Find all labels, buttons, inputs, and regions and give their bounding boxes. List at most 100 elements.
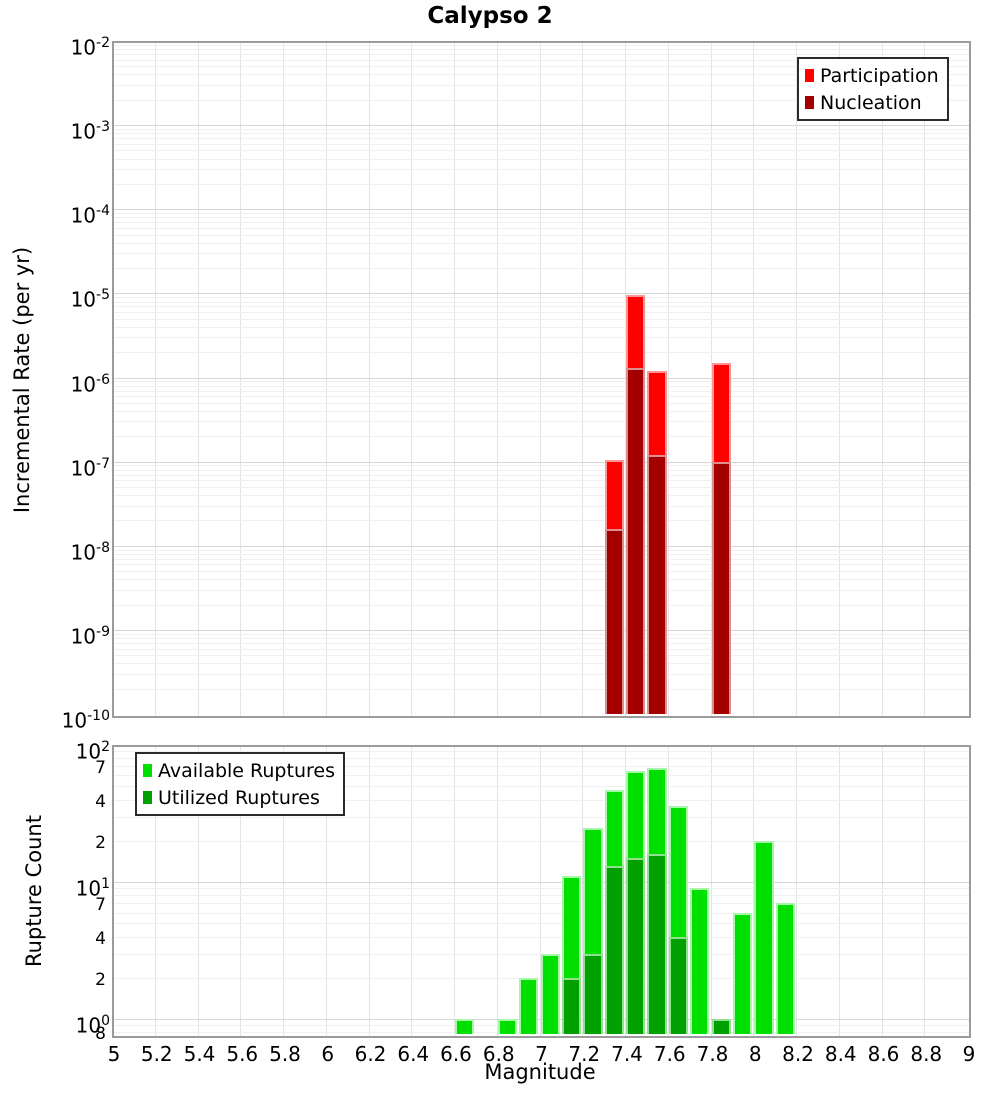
- utilized-bar: [647, 854, 667, 1034]
- utilized-ruptures-swatch-icon: [143, 791, 152, 804]
- vertical-gridline: [796, 43, 797, 716]
- vertical-gridline: [881, 747, 883, 1036]
- x-axis-label: Magnitude: [484, 1060, 596, 1084]
- minor-gridline: [114, 642, 969, 644]
- vertical-gridline: [411, 747, 413, 1036]
- major-gridline: [114, 882, 969, 884]
- vertical-gridline: [283, 747, 284, 1036]
- vertical-gridline: [582, 43, 584, 716]
- minor-gridline: [114, 138, 969, 140]
- top-y-tick-label: 10-5: [70, 287, 110, 313]
- minor-gridline: [114, 655, 969, 657]
- major-gridline: [114, 377, 969, 379]
- minor-gridline: [114, 84, 969, 86]
- vertical-gridline: [240, 43, 242, 716]
- available-bar: [690, 888, 710, 1034]
- minor-gridline: [114, 59, 969, 61]
- vertical-gridline: [454, 43, 455, 716]
- minor-gridline: [114, 758, 969, 760]
- x-tick-label: 6: [321, 1042, 335, 1066]
- minor-gridline: [114, 306, 969, 308]
- nucleation-bar: [647, 454, 667, 714]
- bottom-y-minor-tick-label: 7: [95, 758, 106, 779]
- minor-gridline: [114, 505, 969, 507]
- legend-label: Participation: [820, 64, 939, 87]
- legend-item-available-ruptures: Available Ruptures: [143, 757, 335, 784]
- minor-gridline: [114, 549, 969, 551]
- minor-gridline: [114, 579, 969, 581]
- x-tick-label: 9: [962, 1042, 976, 1066]
- minor-gridline: [114, 242, 969, 244]
- x-tick-label: 5.4: [183, 1042, 216, 1066]
- chart-title: Calypso 2: [427, 3, 553, 29]
- top-y-tick-label: 10-6: [70, 371, 110, 397]
- minor-gridline: [114, 326, 969, 328]
- available-bar: [519, 977, 539, 1034]
- available-bar: [754, 840, 774, 1034]
- bottom-y-minor-tick-label: 7: [95, 895, 106, 916]
- x-tick-label: 5.8: [269, 1042, 301, 1066]
- vertical-gridline: [197, 747, 199, 1036]
- minor-gridline: [114, 312, 969, 314]
- minor-gridline: [114, 66, 969, 68]
- major-gridline: [114, 545, 969, 547]
- minor-gridline: [114, 352, 969, 354]
- minor-gridline: [114, 128, 969, 130]
- vertical-gridline: [582, 747, 584, 1036]
- legend-label: Utilized Ruptures: [158, 786, 320, 809]
- bottom-y-tick-label: 100: [75, 1013, 110, 1038]
- nucleation-bar: [626, 367, 646, 714]
- utilized-bar: [604, 866, 624, 1034]
- utilized-bar: [583, 953, 603, 1034]
- bottom-y-tick-label: 102: [75, 739, 110, 764]
- minor-gridline: [114, 49, 969, 51]
- minor-gridline: [114, 912, 969, 914]
- minor-gridline: [114, 227, 969, 229]
- x-tick-label: 8.2: [782, 1042, 814, 1066]
- minor-gridline: [114, 923, 969, 925]
- minor-gridline: [114, 816, 969, 818]
- nucleation-swatch-icon: [805, 96, 814, 109]
- minor-gridline: [114, 888, 969, 890]
- minor-gridline: [114, 44, 969, 46]
- minor-gridline: [114, 786, 969, 788]
- minor-gridline: [114, 558, 969, 560]
- vertical-gridline: [496, 747, 498, 1036]
- utilized-bar: [711, 1019, 731, 1034]
- minor-gridline: [114, 799, 969, 801]
- minor-gridline: [114, 410, 969, 412]
- x-tick-label: 8.4: [824, 1042, 857, 1066]
- vertical-gridline: [240, 747, 242, 1036]
- nucleation-bar: [604, 528, 624, 714]
- vertical-gridline: [753, 43, 755, 716]
- minor-gridline: [114, 840, 969, 842]
- x-tick-label: 6.6: [440, 1042, 472, 1066]
- bottom-y-minor-tick-label: 4: [95, 791, 106, 812]
- x-tick-label: 7.6: [653, 1042, 686, 1066]
- utilized-bar: [668, 936, 689, 1034]
- vertical-gridline: [154, 747, 156, 1036]
- x-tick-label: 5.2: [140, 1042, 173, 1066]
- rate-legend: Participation Nucleation: [797, 57, 949, 121]
- available-bar: [497, 1019, 518, 1034]
- minor-gridline: [114, 474, 969, 476]
- vertical-gridline: [283, 43, 284, 716]
- top-y-tick-label: 10-2: [70, 35, 110, 60]
- major-gridline: [114, 125, 969, 127]
- minor-gridline: [114, 390, 969, 392]
- minor-gridline: [114, 673, 969, 675]
- minor-gridline: [114, 469, 969, 471]
- minor-gridline: [114, 436, 969, 438]
- minor-gridline: [114, 936, 969, 938]
- minor-gridline: [114, 150, 969, 152]
- minor-gridline: [114, 895, 969, 897]
- vertical-gridline: [325, 747, 327, 1036]
- available-bar: [732, 912, 753, 1034]
- minor-gridline: [114, 54, 969, 56]
- minor-gridline: [114, 638, 969, 640]
- vertical-gridline: [368, 747, 370, 1036]
- minor-gridline: [114, 99, 969, 101]
- major-gridline: [114, 629, 969, 631]
- minor-gridline: [114, 751, 969, 753]
- x-tick-label: 5: [107, 1042, 121, 1066]
